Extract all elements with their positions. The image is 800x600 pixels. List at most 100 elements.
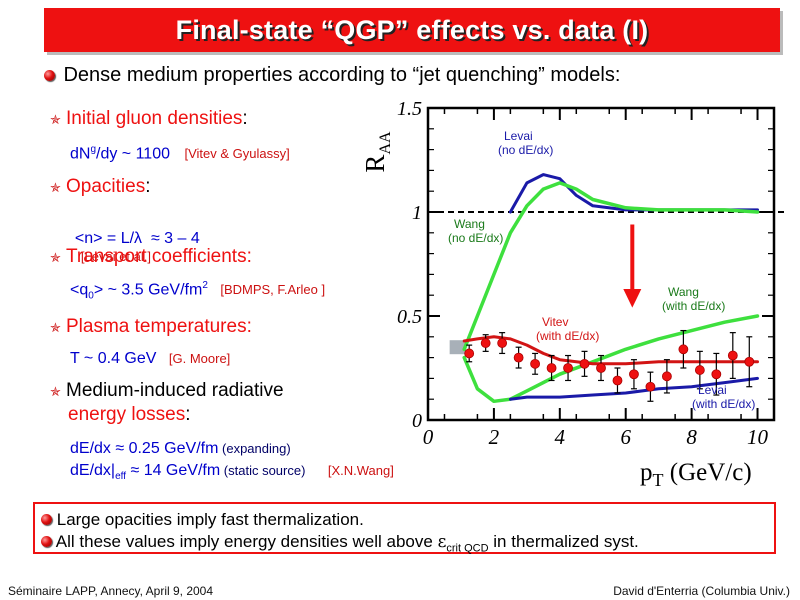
slide-title: Final-state “QGP” effects vs. data (I): [175, 14, 649, 45]
value-sup: 2: [202, 280, 208, 291]
value-sub: 0: [88, 290, 94, 302]
reference: [X.N.Wang]: [327, 463, 394, 478]
item-value-opacities: <n> = L/λ ≈ 3 – 4 [Levai et al.]: [66, 212, 200, 266]
item-heading: energy losses: [68, 404, 186, 425]
data-point: [596, 363, 606, 373]
data-point: [744, 356, 755, 367]
annotation-line1: Vitev: [542, 315, 568, 329]
annotation-line2: (with dE/dx): [662, 299, 725, 313]
star-bullet-icon: ✯: [50, 320, 61, 335]
item-heading-tail: :: [185, 404, 191, 425]
x-tick-label: 0: [423, 425, 434, 449]
reference: [G. Moore]: [168, 351, 231, 366]
data-point: [464, 348, 475, 359]
reference: [Levai et al.]: [80, 249, 151, 264]
intro-text: properties according to “jet quenching” …: [197, 64, 621, 86]
levai-with-dedx-curve: [508, 376, 759, 401]
value-note: (static source): [220, 463, 306, 478]
data-point: [662, 371, 672, 382]
y-tick-label: 1.5: [397, 98, 422, 120]
epsilon-sub: crit QCD: [446, 542, 489, 555]
item-heading-line1: Medium-induced radiative: [66, 380, 284, 401]
y-tick-label: 1: [412, 202, 422, 224]
data-point: [513, 352, 524, 363]
annotation-line1: Wang: [454, 217, 485, 231]
x-tick-label: 2: [489, 425, 500, 449]
title-bar: Final-state “QGP” effects vs. data (I): [44, 8, 780, 52]
data-point: [678, 344, 689, 355]
value-note: (expanding): [218, 441, 291, 456]
summary-text-1: Large opacities imply fast thermalizatio…: [56, 510, 364, 529]
item-value-transport: <q0> ~ 3.5 GeV/fm2 [BDMPS, F.Arleo ]: [70, 280, 325, 302]
annotation-line1: Wang: [668, 285, 699, 299]
item-heading: Opacities: [66, 176, 146, 197]
value-text-main: ≈ 14 GeV/fm: [126, 462, 221, 479]
summary-text-2: All these values imply energy densities …: [55, 532, 438, 551]
annotation-line2: (no dE/dx): [498, 143, 553, 157]
annotation-line2: (no dE/dx): [448, 231, 503, 245]
y-tick-label: 0: [412, 410, 422, 432]
item-value-dedx-1: dE/dx ≈ 0.25 GeV/fm (expanding): [70, 440, 291, 458]
vitev-with-dedx-curve: [462, 335, 759, 366]
value-text: <q: [70, 281, 89, 299]
plot-frame: [426, 106, 776, 422]
annotation-line1: Levai: [504, 129, 533, 143]
data-point: [694, 365, 705, 375]
summary-box: Large opacities imply fast thermalizatio…: [33, 502, 776, 554]
annotation-line2: (with dE/dx): [692, 397, 755, 411]
data-point: [546, 363, 557, 373]
item-heading-tail: :: [242, 108, 248, 129]
item-value-gluon: dNg/dy ~ 1100 [Vitev & Gyulassy]: [70, 144, 290, 163]
intro-bullet: Dense medium properties according to “je…: [44, 64, 620, 87]
footer-right: David d'Enterria (Columbia Univ.): [613, 584, 790, 598]
star-bullet-icon: ✯: [50, 112, 61, 127]
value-sub: eff: [115, 471, 127, 483]
star-bullet-icon: ✯: [50, 250, 61, 265]
footer-left: Séminaire LAPP, Annecy, April 9, 2004: [8, 584, 214, 598]
intro-highlight: Dense medium: [63, 64, 198, 86]
value-text: dN: [70, 145, 91, 163]
item-energy-loss-line2: energy losses:: [68, 404, 191, 426]
data-point: [711, 369, 722, 380]
gray-marker: [449, 340, 466, 355]
item-opacities: ✯ Opacities:: [50, 176, 150, 198]
data-point: [629, 369, 639, 380]
data-point: [612, 375, 623, 386]
summary-text-2-post: in thermalized syst.: [488, 532, 639, 551]
item-heading-tail: :: [145, 176, 151, 197]
y-axis-label-sub: AA: [377, 131, 394, 155]
x-axis-label: pT (GeV/c): [640, 459, 752, 490]
epsilon-symbol: ε: [437, 532, 447, 552]
y-axis-label: RAA: [360, 131, 394, 173]
suppression-arrow-head: [623, 288, 642, 308]
x-tick-label: 6: [620, 425, 631, 449]
bullet-ball-icon: [44, 70, 55, 81]
item-heading: Plasma temperatures:: [66, 316, 252, 337]
x-axis-label-sub: T: [653, 470, 664, 490]
data-point: [563, 363, 573, 373]
item-energy-loss: ✯ Medium-induced radiative: [50, 380, 284, 402]
x-tick-label: 8: [686, 425, 697, 449]
star-bullet-icon: ✯: [50, 180, 61, 195]
data-point: [497, 338, 508, 348]
x-tick-label: 4: [555, 425, 566, 449]
summary-line-1: Large opacities imply fast thermalizatio…: [41, 510, 364, 530]
levai-no-dedx-curve: [508, 173, 759, 214]
wang-with-dedx-curve: [462, 314, 760, 404]
bullet-ball-icon: [41, 514, 52, 525]
item-transport: ✯ Transport coefficients:: [50, 246, 252, 268]
x-tick-label: 10: [747, 425, 769, 449]
item-plasma-temp: ✯ Plasma temperatures:: [50, 316, 252, 338]
value-text: dE/dx|: [70, 462, 116, 479]
item-gluon-densities: ✯ Initial gluon densities:: [50, 108, 248, 130]
data-point: [727, 350, 738, 361]
bullet-ball-icon: [41, 536, 52, 547]
wang-no-dedx-curve: [462, 181, 760, 352]
reference: [BDMPS, F.Arleo ]: [220, 282, 326, 298]
value-text: T ~ 0.4 GeV: [70, 350, 157, 367]
y-tick-label: 0.5: [397, 306, 422, 328]
annotation-line1: Levai: [698, 383, 727, 397]
value-text-mid: > ~ 3.5 GeV/fm: [93, 281, 203, 299]
value-text: <n> = L/λ ≈ 3 – 4: [74, 230, 200, 247]
